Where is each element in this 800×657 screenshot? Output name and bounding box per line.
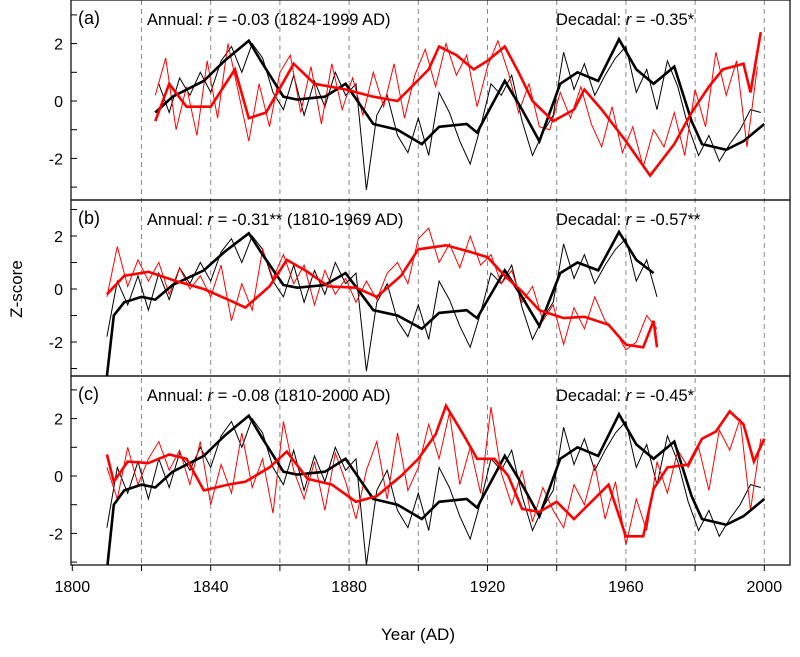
panel-c-series bbox=[105, 402, 766, 565]
x-tick-label: 1960 bbox=[608, 579, 644, 596]
y-tick-label: 2 bbox=[54, 229, 63, 246]
black-decadal-line bbox=[106, 411, 766, 565]
black-decadal-line bbox=[105, 229, 655, 376]
x-tick-label: 1800 bbox=[55, 579, 91, 596]
y-tick-label: 2 bbox=[54, 412, 63, 429]
decadal-label: Decadal: bbox=[556, 11, 626, 29]
annual-label: Annual: bbox=[147, 211, 208, 229]
r-symbol: r bbox=[626, 11, 633, 29]
black-decadal-line bbox=[154, 36, 766, 152]
y-tick-label: -2 bbox=[49, 151, 63, 168]
y-tick-label: 2 bbox=[54, 37, 63, 54]
black-annual-line bbox=[106, 417, 761, 565]
annual-label: Annual: bbox=[147, 387, 208, 405]
annual-correlation-text: Annual: r = -0.08 (1810-2000 AD) bbox=[147, 387, 391, 405]
x-tick-label: 2000 bbox=[747, 579, 783, 596]
decadal-correlation-text: Decadal: r = -0.45* bbox=[556, 387, 695, 405]
black-annual-line bbox=[158, 42, 761, 191]
red-annual-line bbox=[106, 227, 658, 351]
annual-label: Annual: bbox=[147, 11, 208, 29]
r-symbol: r bbox=[626, 387, 633, 405]
panel-b-series bbox=[105, 227, 659, 376]
panel-frame-c bbox=[70, 375, 791, 566]
series-layer bbox=[105, 31, 766, 565]
panel-label: (b) bbox=[78, 208, 100, 228]
y-tick-label: 0 bbox=[54, 282, 63, 299]
red-decadal-line bbox=[154, 31, 763, 178]
y-axis-label: Z-score bbox=[7, 260, 26, 318]
annual-value: = -0.31** (1810-1969 AD) bbox=[213, 211, 403, 229]
r-symbol: r bbox=[208, 11, 215, 29]
r-symbol: r bbox=[208, 387, 215, 405]
y-tick-label: 0 bbox=[54, 469, 63, 486]
red-decadal-line bbox=[105, 243, 659, 349]
r-symbol: r bbox=[626, 211, 633, 229]
annual-correlation-text: Annual: r = -0.31** (1810-1969 AD) bbox=[147, 211, 403, 229]
panel-labels: (a) Annual: r = -0.03 (1824-1999 AD) Decad… bbox=[78, 8, 701, 405]
r-symbol: r bbox=[208, 211, 215, 229]
decadal-label: Decadal: bbox=[556, 211, 626, 229]
decadal-value: = -0.57** bbox=[631, 211, 701, 229]
decadal-correlation-text: Decadal: r = -0.57** bbox=[556, 211, 701, 229]
red-decadal-line bbox=[105, 402, 766, 538]
panel-label: (a) bbox=[78, 8, 100, 28]
red-annual-line bbox=[154, 39, 758, 169]
y-tick-label: -2 bbox=[49, 526, 63, 543]
axes: -2 0 2 -2 0 2 -2 0 2 1800 1840 1880 1920 1960 2000 bbox=[49, 14, 783, 596]
decadal-value: = -0.45* bbox=[631, 387, 694, 405]
panel-frames bbox=[70, 0, 791, 566]
x-axis-label: Year (AD) bbox=[381, 625, 455, 644]
x-tick-label: 1880 bbox=[331, 579, 367, 596]
decadal-label: Decadal: bbox=[556, 387, 626, 405]
black-annual-line bbox=[106, 235, 658, 372]
panel-a-series bbox=[154, 31, 766, 191]
y-tick-label: 0 bbox=[54, 94, 63, 111]
y-tick-label: -2 bbox=[49, 335, 63, 352]
decadal-value: = -0.35* bbox=[631, 11, 694, 29]
annual-value: = -0.03 (1824-1999 AD) bbox=[213, 11, 391, 29]
panel-label: (c) bbox=[78, 384, 99, 404]
x-tick-label: 1920 bbox=[470, 579, 506, 596]
panel-frame-a bbox=[70, 0, 791, 201]
annual-correlation-text: Annual: r = -0.03 (1824-1999 AD) bbox=[147, 11, 391, 29]
decadal-correlation-text: Decadal: r = -0.35* bbox=[556, 11, 695, 29]
annual-value: = -0.08 (1810-2000 AD) bbox=[213, 387, 391, 405]
x-tick-label: 1840 bbox=[193, 579, 229, 596]
